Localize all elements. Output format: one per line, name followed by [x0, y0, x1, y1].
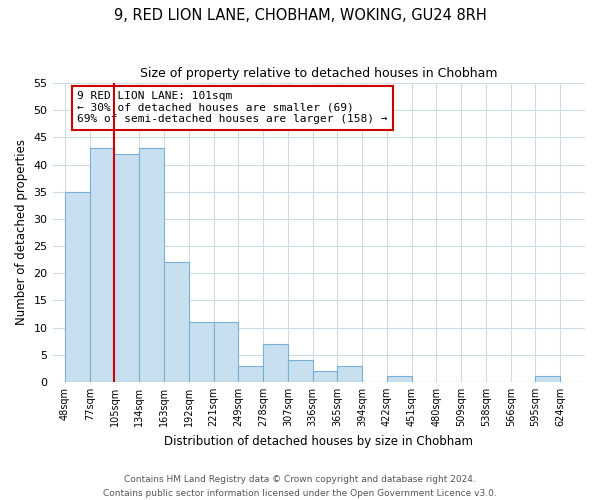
- Bar: [89, 148, 115, 382]
- Bar: [238, 366, 263, 382]
- X-axis label: Distribution of detached houses by size in Chobham: Distribution of detached houses by size …: [164, 434, 473, 448]
- Title: Size of property relative to detached houses in Chobham: Size of property relative to detached ho…: [140, 68, 497, 80]
- Text: Contains HM Land Registry data © Crown copyright and database right 2024.
Contai: Contains HM Land Registry data © Crown c…: [103, 476, 497, 498]
- Bar: [115, 154, 139, 382]
- Bar: [214, 322, 238, 382]
- Y-axis label: Number of detached properties: Number of detached properties: [15, 140, 28, 326]
- Bar: [139, 148, 164, 382]
- Bar: [65, 192, 89, 382]
- Bar: [189, 322, 214, 382]
- Bar: [288, 360, 313, 382]
- Text: 9, RED LION LANE, CHOBHAM, WOKING, GU24 8RH: 9, RED LION LANE, CHOBHAM, WOKING, GU24 …: [113, 8, 487, 22]
- Bar: [535, 376, 560, 382]
- Bar: [387, 376, 412, 382]
- Text: 9 RED LION LANE: 101sqm
← 30% of detached houses are smaller (69)
69% of semi-de: 9 RED LION LANE: 101sqm ← 30% of detache…: [77, 91, 388, 124]
- Bar: [313, 371, 337, 382]
- Bar: [337, 366, 362, 382]
- Bar: [164, 262, 189, 382]
- Bar: [263, 344, 288, 382]
